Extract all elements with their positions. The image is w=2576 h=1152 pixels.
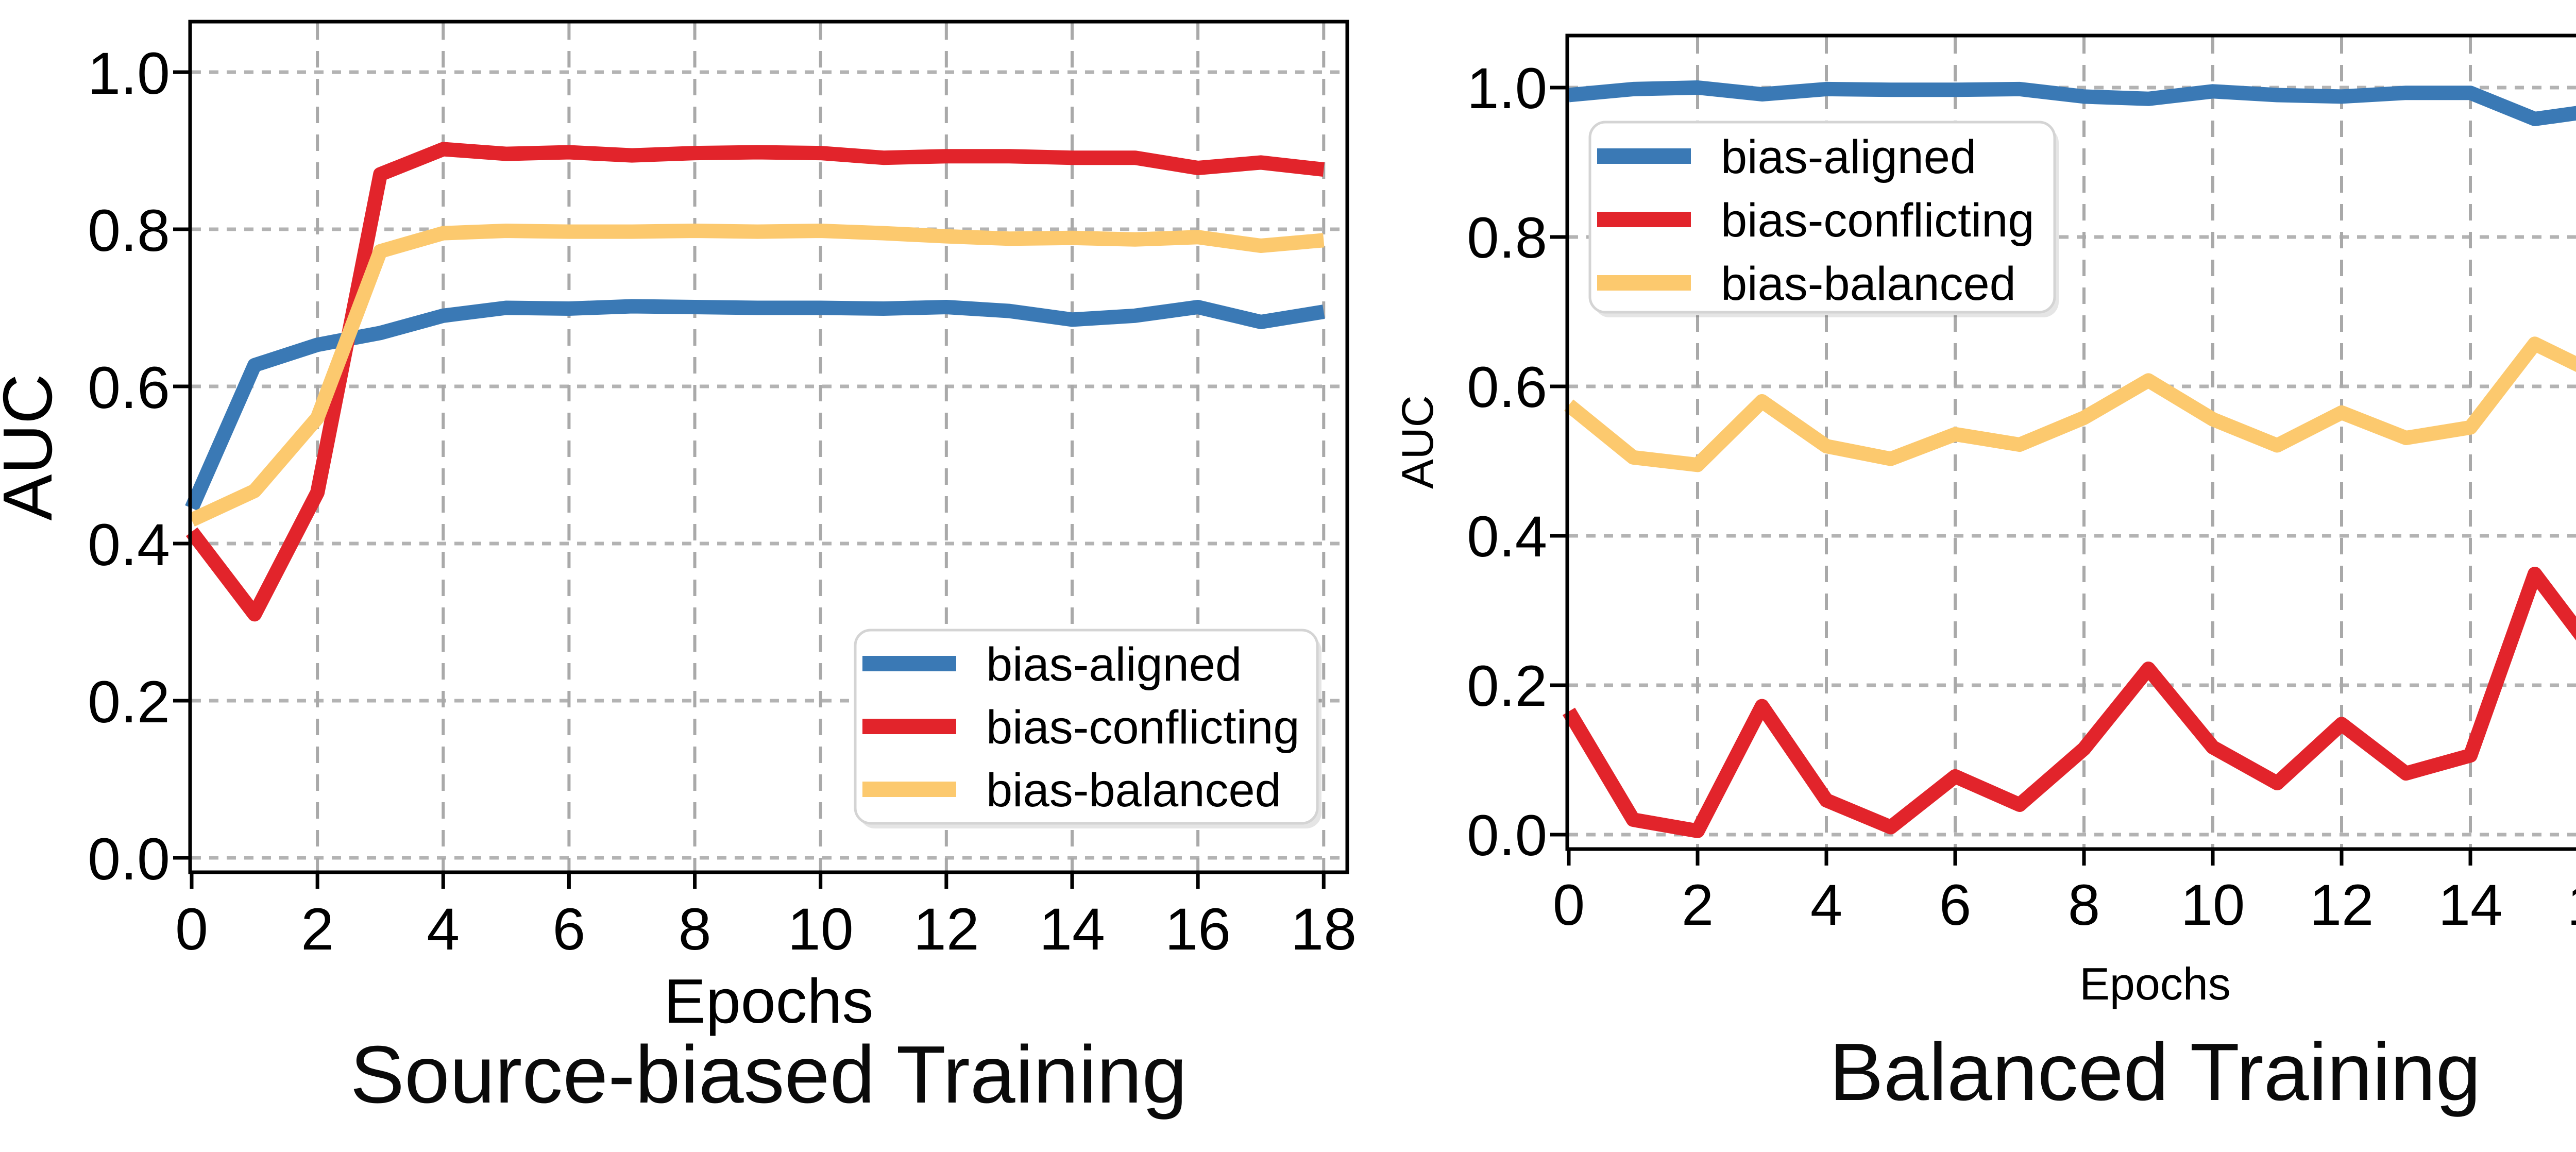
series-line-bias-aligned	[185, 299, 1325, 512]
y-tick-label: 0.2	[88, 669, 170, 735]
y-tick-label: 0.0	[88, 826, 170, 892]
y-tick-label: 0.6	[1467, 355, 1547, 419]
x-tick-label: 0	[1553, 873, 1585, 937]
x-tick-label: 2	[1682, 873, 1714, 937]
legend-label-bias-conflicting: bias-conflicting	[986, 701, 1300, 754]
axes-spines	[1565, 33, 2576, 851]
plot-border	[1565, 33, 2576, 851]
x-tick-label: 8	[679, 896, 711, 962]
series-line-bias-balanced	[1564, 336, 2576, 472]
source-biased-plot-area: 0 2 4 6 8 10 12 14 16 18 0.0 0.2 0.4 0.6 0.8 1.0 bias-al…	[88, 20, 1357, 962]
x-tick-label: 16	[2567, 873, 2576, 937]
balanced-xlabel: Epochs	[2079, 958, 2231, 1009]
y-tick-label: 0.8	[88, 198, 170, 264]
x-tick-label: 4	[427, 896, 460, 962]
x-tick-label: 16	[1165, 896, 1231, 962]
y-tick-label: 0.8	[1467, 206, 1547, 270]
panel-source-biased: 0 2 4 6 8 10 12 14 16 18 0.0 0.2 0.4 0.6 0.8 1.0 bias-al…	[0, 20, 1357, 1120]
y-tick-label: 1.0	[88, 41, 170, 107]
y-tick-label: 0.2	[1467, 654, 1547, 718]
source-biased-chart-svg: 0 2 4 6 8 10 12 14 16 18 0.0 0.2 0.4 0.6 0.8 1.0 bias-al…	[0, 20, 1357, 1120]
y-tick-label: 0.4	[88, 512, 170, 578]
x-tick-label: 10	[2181, 873, 2245, 937]
source-biased-ylabel: AUC	[0, 374, 66, 520]
y-tick-label: 0.4	[1467, 504, 1547, 569]
balanced-training-plot-area: 0246810121416180.00.20.40.60.81.0bias-al…	[1467, 33, 2576, 937]
x-tick-label: 14	[1039, 896, 1105, 962]
axes-spines	[188, 20, 1349, 874]
legend-lower-right: bias-aligned bias-conflicting bias-balance…	[854, 629, 1321, 828]
legend-box	[854, 629, 1319, 825]
x-tick-label: 12	[2310, 873, 2374, 937]
series-line-bias-conflicting	[185, 142, 1325, 622]
panel-balanced: 0246810121416180.00.20.40.60.81.0bias-al…	[1393, 0, 2576, 1152]
x-tick-label: 0	[175, 896, 208, 962]
x-tick-label: 10	[788, 896, 854, 962]
y-tick-label: 0.6	[88, 355, 170, 421]
x-tick-label: 8	[2068, 873, 2100, 937]
source-biased-xlabel: Epochs	[664, 966, 874, 1036]
legend-upper-left: bias-aligned bias-conflicting bias-balance…	[1588, 121, 2059, 317]
balanced-ylabel: AUC	[1393, 395, 1443, 489]
x-tick-label: 14	[2438, 873, 2503, 937]
series-line-bias-aligned	[1568, 80, 2576, 126]
series-line-bias-conflicting	[1562, 567, 2576, 838]
plot-border	[188, 20, 1349, 874]
legend-label-bias-conflicting: bias-conflicting	[1721, 194, 2035, 247]
y-tick-label: 1.0	[1467, 56, 1547, 121]
ticks: 0 2 4 6 8 10 12 14 16 18 0.0 0.2 0.4 0.6 0.8 1.0	[88, 41, 1357, 962]
y-tick-label: 0.0	[1467, 803, 1547, 868]
balanced-training-chart-svg: 0246810121416180.00.20.40.60.81.0bias-al…	[1393, 33, 2576, 1117]
balanced-title: Balanced Training	[1829, 1027, 2481, 1117]
x-tick-label: 6	[1939, 873, 1971, 937]
legend-label-bias-balanced: bias-balanced	[1721, 258, 2016, 310]
x-tick-label: 2	[301, 896, 334, 962]
legend-label-bias-aligned: bias-aligned	[986, 638, 1242, 691]
legend-label-bias-balanced: bias-balanced	[986, 764, 1281, 817]
x-tick-label: 18	[1291, 896, 1357, 962]
series-line-bias-balanced	[189, 224, 1325, 527]
x-tick-label: 4	[1810, 873, 1842, 937]
source-biased-title: Source-biased Training	[350, 1029, 1188, 1120]
x-tick-label: 12	[913, 896, 979, 962]
legend-box	[1588, 121, 2056, 314]
x-tick-label: 6	[552, 896, 585, 962]
legend-label-bias-aligned: bias-aligned	[1721, 131, 1976, 183]
